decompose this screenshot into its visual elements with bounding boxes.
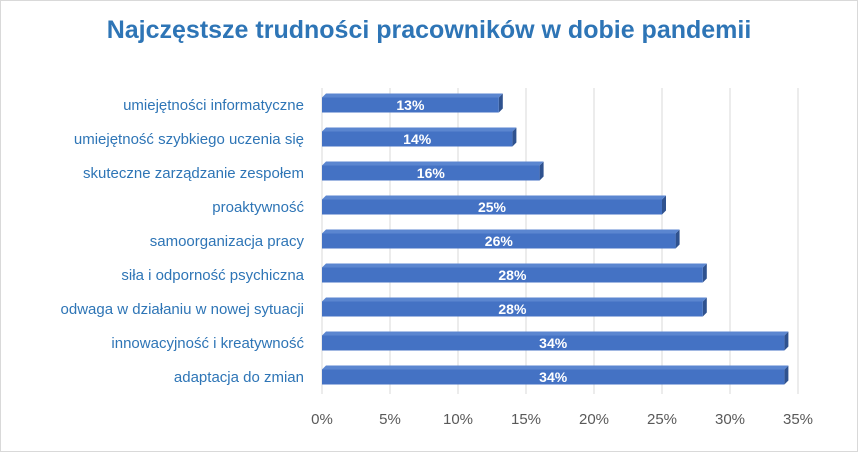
x-tick-label: 0% [311,411,333,428]
bar-side [702,297,707,317]
bar-top [322,263,707,268]
bar-top [322,195,666,200]
category-label: umiejętność szybkiego uczenia się [74,131,304,148]
bar [322,165,540,181]
x-tick-label: 10% [443,411,473,428]
bar [322,233,676,249]
data-label: 16% [417,165,446,181]
bar-side [512,127,517,147]
x-tick-label: 20% [579,411,609,428]
category-label: proaktywność [212,199,304,216]
bar-top [322,93,503,98]
bar-top [322,161,544,166]
bar-side [675,229,680,249]
category-label: adaptacja do zmian [174,369,304,386]
bar-top [322,229,680,234]
category-label: umiejętności informatyczne [123,97,304,114]
category-label: odwaga w działaniu w nowej sytuacji [61,301,304,318]
bar-side [784,365,789,385]
bar [322,369,785,385]
category-label: samoorganizacja pracy [150,233,305,250]
bar [322,131,513,147]
x-tick-label: 15% [511,411,541,428]
x-tick-label: 35% [783,411,813,428]
bar-side [702,263,707,283]
bar [322,97,499,113]
bar-side [784,331,789,351]
x-tick-label: 30% [715,411,745,428]
data-label: 13% [396,97,425,113]
bar [322,301,703,317]
category-label: skuteczne zarządzanie zespołem [83,165,304,182]
category-label: innowacyjność i kreatywność [111,335,304,352]
category-label: siła i odporność psychiczna [121,267,304,284]
bar-top [322,297,707,302]
data-label: 26% [485,233,514,249]
data-label: 34% [539,335,568,351]
data-label: 25% [478,199,507,215]
bar-side [662,195,666,215]
x-tick-label: 25% [647,411,677,428]
data-label: 28% [498,301,527,317]
bar-top [322,331,789,336]
bar-side [498,93,503,113]
bar-top [322,365,789,370]
bar-side [539,161,544,181]
bar [322,335,785,351]
bar [322,199,662,215]
bar [322,267,703,283]
x-tick-label: 5% [379,411,401,428]
data-label: 28% [498,267,527,283]
data-label: 14% [403,131,432,147]
data-label: 34% [539,369,568,385]
chart-title: Najczęstsze trudności pracowników w dobi… [106,16,752,44]
bar-top [322,127,517,132]
